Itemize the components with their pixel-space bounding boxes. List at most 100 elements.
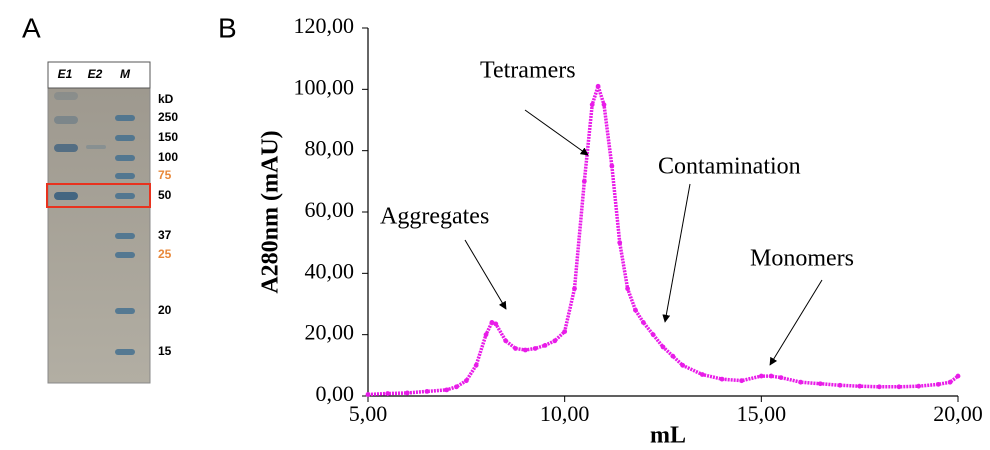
data-point bbox=[617, 240, 623, 246]
marker-label: 50 bbox=[158, 188, 172, 202]
highlight-box bbox=[46, 183, 151, 208]
data-point bbox=[798, 379, 804, 385]
data-point bbox=[589, 102, 595, 108]
marker-label: 150 bbox=[158, 130, 178, 144]
data-point bbox=[857, 383, 863, 389]
data-point bbox=[595, 83, 601, 89]
data-point bbox=[503, 338, 509, 344]
data-line bbox=[367, 80, 960, 397]
data-point bbox=[601, 102, 607, 108]
data-point bbox=[404, 390, 410, 396]
marker-band bbox=[115, 135, 135, 141]
y-tick-label: 100,00 bbox=[294, 74, 355, 99]
annotation: Tetramers bbox=[480, 58, 576, 84]
annotation: Monomers bbox=[750, 246, 854, 272]
annotation-arrow bbox=[662, 183, 691, 323]
y-tick-label: 0,00 bbox=[316, 381, 355, 406]
data-point bbox=[837, 382, 843, 388]
data-point bbox=[542, 343, 548, 348]
data-point bbox=[935, 381, 941, 387]
data-point bbox=[947, 379, 953, 385]
data-point bbox=[522, 347, 528, 353]
marker-band bbox=[115, 115, 135, 121]
data-point bbox=[365, 392, 371, 397]
data-point bbox=[633, 307, 638, 313]
x-axis-label: mL bbox=[650, 423, 686, 449]
panel-label: B bbox=[218, 12, 237, 43]
marker-band bbox=[115, 155, 135, 161]
data-point bbox=[572, 286, 577, 292]
lane-label: M bbox=[120, 67, 131, 81]
data-point bbox=[719, 376, 725, 382]
gel-body bbox=[47, 61, 151, 384]
sample-band bbox=[54, 116, 78, 124]
annotation-arrow bbox=[464, 239, 507, 310]
data-point bbox=[581, 178, 587, 184]
y-tick-label: 80,00 bbox=[305, 136, 355, 161]
data-point bbox=[385, 391, 391, 396]
data-point bbox=[660, 344, 666, 350]
marker-label: 20 bbox=[158, 303, 172, 317]
lane-label: E2 bbox=[88, 67, 103, 81]
marker-band bbox=[115, 308, 135, 314]
sample-band bbox=[54, 144, 78, 152]
gel bbox=[46, 61, 151, 384]
data-point bbox=[739, 378, 745, 384]
x-tick-label: 20,00 bbox=[933, 401, 983, 426]
x-tick-label: 15,00 bbox=[737, 401, 787, 426]
marker-band bbox=[115, 173, 135, 179]
sample-band bbox=[54, 192, 78, 200]
marker-band bbox=[115, 193, 135, 199]
annotation: Contamination bbox=[658, 154, 801, 180]
data-point bbox=[609, 163, 615, 169]
marker-label: 37 bbox=[158, 228, 172, 242]
marker-label: 250 bbox=[158, 110, 178, 124]
data-point bbox=[625, 286, 630, 292]
y-tick-label: 20,00 bbox=[305, 320, 355, 345]
marker-label: 15 bbox=[158, 344, 172, 358]
unit-label: kD bbox=[158, 92, 174, 106]
data-point bbox=[463, 378, 469, 384]
panel-label: A bbox=[22, 12, 41, 43]
data-point bbox=[876, 384, 882, 390]
data-point bbox=[489, 320, 495, 325]
data-point bbox=[680, 362, 686, 368]
data-point bbox=[483, 332, 489, 338]
marker-band bbox=[115, 233, 135, 239]
y-tick-label: 60,00 bbox=[305, 197, 355, 222]
y-axis-label: A280nm (mAU) bbox=[258, 130, 284, 293]
data-point bbox=[758, 373, 764, 379]
data-point bbox=[650, 332, 656, 338]
gel-header bbox=[47, 61, 151, 89]
data-point bbox=[768, 373, 774, 379]
data-point bbox=[532, 346, 538, 351]
data-point bbox=[444, 387, 450, 393]
data-point bbox=[896, 384, 902, 390]
data-point bbox=[817, 381, 823, 387]
lane-label: E1 bbox=[58, 67, 73, 81]
marker-label: 25 bbox=[158, 247, 172, 261]
data-point bbox=[640, 320, 646, 325]
annotation-arrow bbox=[769, 279, 823, 366]
sample-band bbox=[54, 92, 78, 100]
data-point bbox=[454, 384, 459, 390]
data-point bbox=[552, 338, 558, 344]
x-tick-label: 5,00 bbox=[349, 401, 388, 426]
annotation: Aggregates bbox=[380, 204, 489, 230]
data-point bbox=[473, 362, 479, 368]
marker-label: 100 bbox=[158, 150, 178, 164]
data-point bbox=[562, 329, 568, 334]
marker-band bbox=[115, 349, 135, 355]
data-point bbox=[670, 353, 676, 359]
marker-band bbox=[115, 252, 135, 258]
data-point bbox=[424, 389, 430, 394]
marker-label: 75 bbox=[158, 168, 172, 182]
data-point bbox=[955, 373, 961, 379]
data-point bbox=[493, 321, 499, 327]
y-tick-label: 40,00 bbox=[305, 258, 355, 283]
annotation-arrow bbox=[524, 109, 589, 156]
data-point bbox=[513, 346, 518, 351]
data-point bbox=[699, 372, 705, 377]
data-point bbox=[916, 383, 922, 389]
